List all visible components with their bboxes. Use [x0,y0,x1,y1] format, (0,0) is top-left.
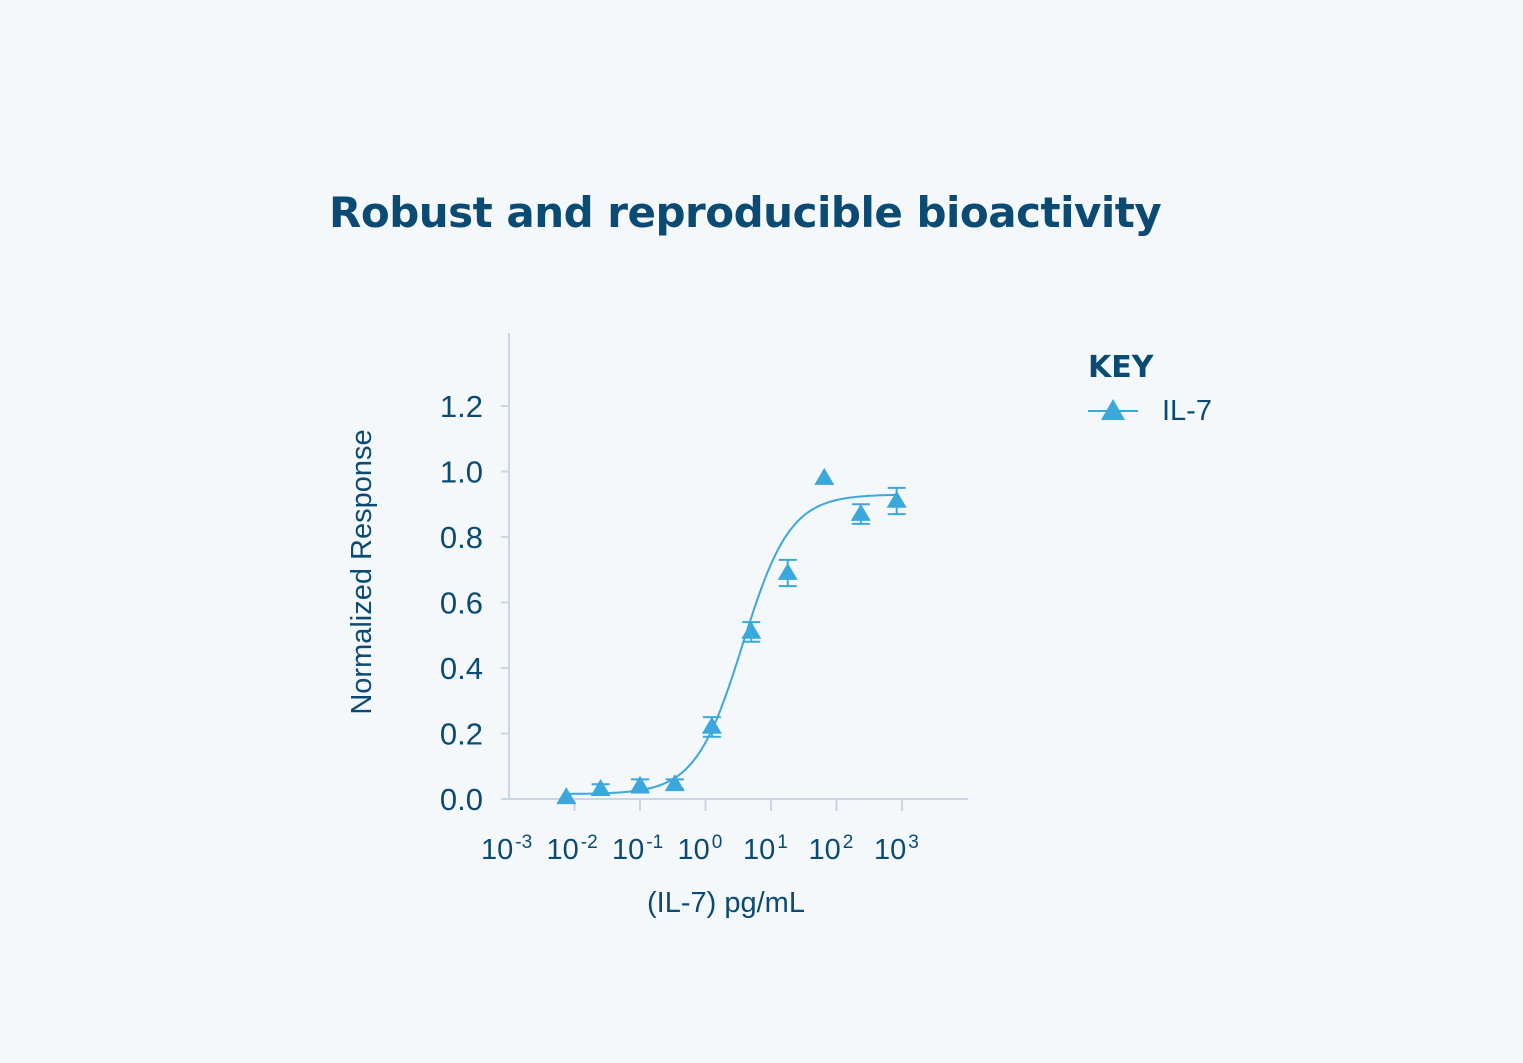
triangle-marker [886,490,907,508]
points-layer [556,467,907,805]
data-point [886,486,907,516]
y-tick-label: 0.4 [440,651,483,686]
fit-layer [566,493,897,795]
triangle-marker [701,716,722,734]
y-axis-title: Normalized Response [346,429,378,714]
y-tick-label: 0.0 [440,782,483,817]
chart-title: Robust and reproducible bioactivity [329,188,1162,237]
triangle-marker [814,467,835,485]
fit-curve [566,493,897,795]
triangle-marker [664,774,685,792]
triangle-marker [630,775,650,793]
y-tick-label: 1.2 [440,389,483,424]
y-ticks: 0.0 0.2 0.4 0.6 0.8 1.0 1.2 [440,389,509,817]
x-tick-label: 10 0 [678,832,723,866]
data-point [777,558,798,588]
legend-entry-il7: IL-7 [1088,394,1212,428]
triangle-marker [590,778,611,796]
x-tick-label: 10 2 [809,832,854,866]
y-tick-label: 0.8 [440,520,483,555]
legend-title: KEY [1088,350,1154,385]
x-tick-label: 10 -2 [547,832,598,866]
legend: KEY IL-7 [1088,348,1212,428]
data-point [556,787,577,805]
x-tick-label: 10 1 [743,832,788,866]
data-point [741,621,762,643]
x-ticks: 10 -3 10 -2 10 -1 10 0 10 1 10 2 10 3 [481,799,919,866]
triangle-marker [850,503,871,521]
axes [508,333,968,800]
data-point [590,778,611,796]
data-point [664,774,685,792]
y-tick-label: 0.6 [440,586,483,621]
triangle-marker [777,562,798,580]
x-tick-label: 10 -3 [481,832,532,866]
triangle-marker [556,787,577,805]
data-point [814,467,835,485]
y-tick-label: 1.0 [440,455,483,490]
x-tick-label: 10 3 [874,832,919,866]
y-tick-label: 0.2 [440,717,483,752]
data-point [850,503,871,525]
triangle-marker [741,621,762,639]
legend-triangle-marker-icon [1088,399,1138,420]
x-axis-title: (IL-7) pg/mL [647,887,805,919]
legend-label: IL-7 [1162,394,1212,427]
x-tick-label: 10 -1 [612,832,663,866]
data-point [630,775,650,794]
data-point [701,716,722,738]
